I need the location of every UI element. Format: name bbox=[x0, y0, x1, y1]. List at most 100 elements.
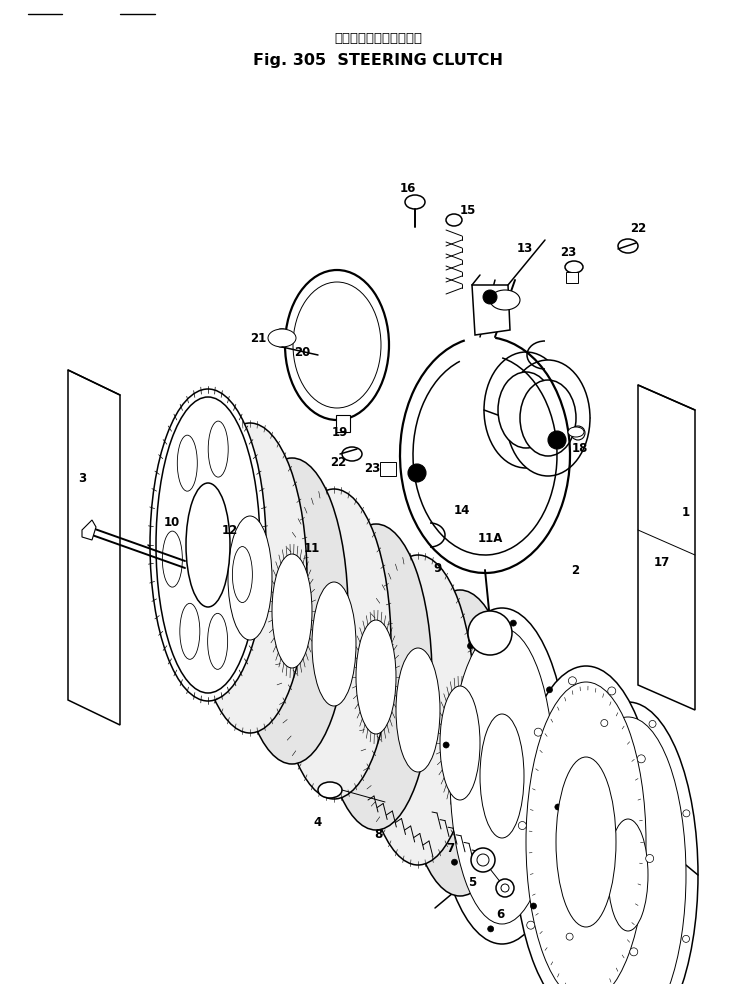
Ellipse shape bbox=[498, 372, 554, 448]
Ellipse shape bbox=[618, 239, 638, 253]
Text: 20: 20 bbox=[294, 345, 310, 358]
Ellipse shape bbox=[301, 293, 373, 397]
Polygon shape bbox=[336, 415, 350, 432]
Text: 6: 6 bbox=[496, 908, 504, 921]
Ellipse shape bbox=[208, 613, 228, 669]
Ellipse shape bbox=[312, 582, 356, 706]
Circle shape bbox=[534, 728, 542, 736]
Text: 13: 13 bbox=[517, 241, 533, 255]
Text: 12: 12 bbox=[222, 523, 238, 536]
Text: 23: 23 bbox=[364, 461, 380, 474]
Ellipse shape bbox=[285, 270, 389, 420]
Circle shape bbox=[477, 854, 489, 866]
Circle shape bbox=[519, 822, 526, 830]
Text: 18: 18 bbox=[572, 442, 588, 455]
Circle shape bbox=[501, 884, 509, 892]
Text: 3: 3 bbox=[78, 471, 86, 484]
Polygon shape bbox=[380, 462, 396, 476]
Text: 11A: 11A bbox=[477, 531, 503, 544]
Ellipse shape bbox=[556, 757, 616, 927]
Circle shape bbox=[608, 687, 615, 695]
Circle shape bbox=[548, 431, 566, 449]
Polygon shape bbox=[82, 520, 96, 540]
Ellipse shape bbox=[484, 352, 568, 468]
Ellipse shape bbox=[440, 686, 480, 800]
Ellipse shape bbox=[356, 620, 396, 734]
Circle shape bbox=[637, 755, 646, 763]
Ellipse shape bbox=[268, 329, 296, 347]
Text: 14: 14 bbox=[454, 504, 470, 517]
Text: 10: 10 bbox=[164, 516, 180, 528]
Circle shape bbox=[273, 329, 291, 347]
Text: 23: 23 bbox=[560, 245, 576, 259]
Polygon shape bbox=[638, 385, 695, 710]
Ellipse shape bbox=[236, 458, 348, 764]
Ellipse shape bbox=[506, 360, 590, 476]
Text: 17: 17 bbox=[654, 556, 670, 569]
Ellipse shape bbox=[193, 423, 307, 733]
Ellipse shape bbox=[446, 214, 462, 226]
Ellipse shape bbox=[514, 666, 658, 984]
Text: 5: 5 bbox=[468, 876, 476, 889]
Ellipse shape bbox=[186, 483, 230, 607]
Ellipse shape bbox=[480, 714, 524, 838]
Text: 8: 8 bbox=[374, 829, 382, 841]
Circle shape bbox=[443, 742, 449, 748]
Circle shape bbox=[566, 808, 574, 815]
Ellipse shape bbox=[404, 590, 516, 896]
Ellipse shape bbox=[450, 628, 554, 924]
Circle shape bbox=[569, 677, 576, 685]
Ellipse shape bbox=[208, 421, 228, 477]
Ellipse shape bbox=[526, 682, 646, 984]
Text: 9: 9 bbox=[434, 562, 442, 575]
Ellipse shape bbox=[318, 782, 342, 798]
Ellipse shape bbox=[228, 516, 272, 640]
Ellipse shape bbox=[293, 282, 381, 408]
Text: 19: 19 bbox=[332, 425, 349, 439]
Text: Fig. 305  STEERING CLUTCH: Fig. 305 STEERING CLUTCH bbox=[253, 52, 503, 68]
Ellipse shape bbox=[570, 717, 686, 984]
Text: 22: 22 bbox=[630, 221, 646, 234]
Text: 11: 11 bbox=[304, 541, 320, 555]
Text: ステアリング　クラッチ: ステアリング クラッチ bbox=[334, 31, 422, 44]
Circle shape bbox=[630, 948, 638, 955]
Ellipse shape bbox=[156, 397, 260, 693]
Ellipse shape bbox=[490, 290, 520, 310]
Circle shape bbox=[566, 933, 573, 940]
Circle shape bbox=[571, 426, 585, 440]
Circle shape bbox=[683, 936, 689, 943]
Polygon shape bbox=[472, 285, 510, 335]
Circle shape bbox=[451, 859, 457, 865]
Ellipse shape bbox=[342, 447, 362, 461]
Circle shape bbox=[467, 643, 473, 649]
Circle shape bbox=[483, 290, 497, 304]
Circle shape bbox=[649, 720, 656, 727]
Circle shape bbox=[527, 921, 534, 929]
Circle shape bbox=[408, 464, 426, 482]
Ellipse shape bbox=[320, 524, 432, 830]
Circle shape bbox=[471, 848, 495, 872]
Ellipse shape bbox=[361, 555, 475, 865]
Circle shape bbox=[547, 687, 553, 693]
Ellipse shape bbox=[163, 531, 182, 587]
Polygon shape bbox=[566, 272, 578, 283]
Text: 4: 4 bbox=[314, 816, 322, 829]
Ellipse shape bbox=[277, 489, 391, 799]
Ellipse shape bbox=[565, 261, 583, 273]
Text: 16: 16 bbox=[400, 181, 417, 195]
Ellipse shape bbox=[178, 435, 197, 491]
Text: 2: 2 bbox=[571, 564, 579, 577]
Ellipse shape bbox=[558, 702, 698, 984]
Text: 7: 7 bbox=[446, 841, 454, 854]
Text: 1: 1 bbox=[682, 506, 690, 519]
Ellipse shape bbox=[608, 819, 648, 931]
Circle shape bbox=[601, 719, 608, 726]
Text: 15: 15 bbox=[460, 204, 476, 216]
Ellipse shape bbox=[272, 554, 312, 668]
Ellipse shape bbox=[396, 648, 440, 772]
Circle shape bbox=[531, 903, 537, 909]
Ellipse shape bbox=[180, 603, 200, 659]
Circle shape bbox=[468, 611, 512, 655]
Text: 21: 21 bbox=[250, 332, 266, 344]
Circle shape bbox=[555, 804, 561, 810]
